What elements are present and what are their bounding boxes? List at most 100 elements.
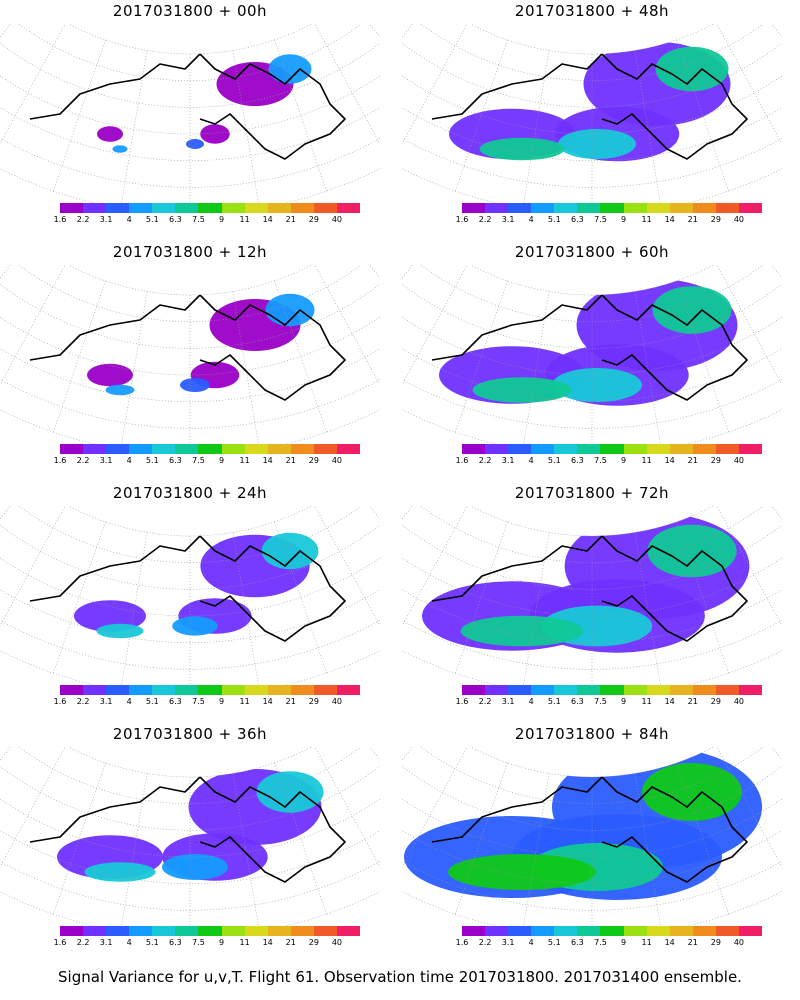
colorbar-tick-label: 9 — [620, 215, 627, 224]
colorbar-cell — [336, 444, 361, 454]
variance-region — [448, 854, 596, 890]
longitude-line — [0, 24, 66, 145]
colorbar-tick-label: 3.1 — [501, 938, 515, 947]
colorbar-tick-label: 9 — [620, 697, 627, 706]
colorbar-cell — [646, 203, 670, 213]
variance-region — [655, 46, 729, 92]
colorbar-tick-label: 2.2 — [478, 456, 492, 465]
latitude-line — [0, 798, 380, 858]
latitude-line — [420, 24, 764, 81]
colorbar-cell — [290, 444, 314, 454]
coastline — [431, 776, 748, 883]
colorbar-cell — [508, 926, 532, 936]
colorbar-tick-label: 4 — [126, 456, 132, 465]
colorbar-cell — [531, 444, 555, 454]
colorbar-tick-label: 14 — [664, 456, 675, 465]
latitude-line — [0, 765, 380, 831]
colorbar-cell — [485, 926, 509, 936]
colorbar-tick-label: 29 — [710, 697, 721, 706]
colorbar-tick-label: 7.5 — [192, 938, 205, 947]
latitude-line — [402, 830, 782, 884]
latitude-line — [402, 557, 782, 617]
colorbar-cell — [577, 203, 601, 213]
colorbar-cell — [738, 685, 763, 695]
panel-title: 2017031800 + 36h — [112, 725, 268, 743]
coastline — [431, 294, 748, 401]
colorbar-tick-label: 2.2 — [76, 697, 90, 706]
colorbar-cell — [313, 926, 337, 936]
colorbar-cell — [646, 444, 670, 454]
latitude-line — [402, 589, 782, 643]
colorbar-tick-label: 21 — [285, 215, 296, 224]
colorbar-tick-label: 14 — [664, 697, 675, 706]
colorbar-cell — [129, 203, 153, 213]
colorbar-cell — [669, 926, 693, 936]
colorbar-tick-label: 21 — [687, 697, 698, 706]
colorbar-cell — [83, 444, 107, 454]
colorbar-tick-label: 6.3 — [169, 456, 182, 465]
longitude-line — [0, 747, 66, 868]
colorbar-cell — [221, 444, 245, 454]
colorbar-cell — [508, 685, 532, 695]
colorbar-cell — [669, 203, 693, 213]
colorbar-cell — [738, 444, 763, 454]
panel-title: 2017031800 + 24h — [112, 484, 268, 502]
colorbar-tick-label: 6.3 — [571, 215, 584, 224]
colorbar-tick-label: 11 — [641, 215, 652, 224]
longitude-line — [52, 521, 106, 674]
colorbar-cell — [221, 203, 245, 213]
colorbar-cell — [267, 444, 291, 454]
map-plot — [0, 24, 380, 204]
variance-region — [186, 139, 204, 149]
colorbar-cell — [290, 685, 314, 695]
colorbar-cell — [531, 685, 555, 695]
colorbar-tick-label: 9 — [218, 938, 225, 947]
colorbar-tick-label: 2.2 — [478, 938, 492, 947]
colorbar-cell — [83, 203, 107, 213]
colorbar-cell — [600, 444, 624, 454]
map-border — [402, 506, 782, 686]
map-border — [402, 24, 782, 204]
longitude-line — [0, 506, 66, 627]
colorbar-tick-label: 1.6 — [53, 697, 67, 706]
variance-region — [552, 368, 642, 402]
colorbar-cell — [554, 444, 578, 454]
colorbar-tick-label: 5.1 — [547, 938, 561, 947]
colorbar-cell — [738, 203, 763, 213]
latitude-line — [0, 42, 380, 108]
colorbar-cell — [715, 203, 739, 213]
longitude-line — [121, 50, 148, 204]
colorbar-tick-label: 4 — [126, 697, 132, 706]
colorbar: 1.6 2.2 3.1 4 5.1 6.3 7.5 9 11 14 21 29 40 — [54, 444, 361, 474]
colorbar-cell — [646, 685, 670, 695]
variance-region — [460, 615, 584, 647]
latitude-line — [402, 765, 782, 831]
colorbar-tick-label: 7.5 — [192, 697, 205, 706]
colorbar-tick-label: 11 — [239, 697, 250, 706]
colorbar-cell — [623, 685, 647, 695]
colorbar-cell — [198, 203, 222, 213]
colorbar-cell — [646, 926, 670, 936]
colorbar-cell — [485, 444, 509, 454]
latitude-line — [420, 747, 764, 804]
panel-title: 2017031800 + 84h — [514, 725, 670, 743]
colorbar-cell — [554, 203, 578, 213]
latitude-line — [0, 589, 380, 643]
colorbar-cell — [129, 926, 153, 936]
colorbar-cell — [313, 203, 337, 213]
latitude-line — [18, 24, 362, 81]
colorbar-cell — [290, 203, 314, 213]
colorbar-tick-label: 29 — [308, 456, 319, 465]
colorbar-tick-label: 29 — [308, 697, 319, 706]
variance-region — [172, 616, 218, 636]
colorbar-tick-label: 29 — [308, 215, 319, 224]
longitude-line — [0, 265, 66, 386]
coastline — [29, 535, 346, 642]
colorbar-cell — [60, 203, 84, 213]
variance-region — [200, 124, 230, 144]
colorbar-tick-label: 11 — [641, 456, 652, 465]
colorbar-cell — [106, 203, 130, 213]
longitude-line — [52, 280, 106, 433]
colorbar-tick-label: 4 — [126, 215, 132, 224]
colorbar-cell — [129, 685, 153, 695]
